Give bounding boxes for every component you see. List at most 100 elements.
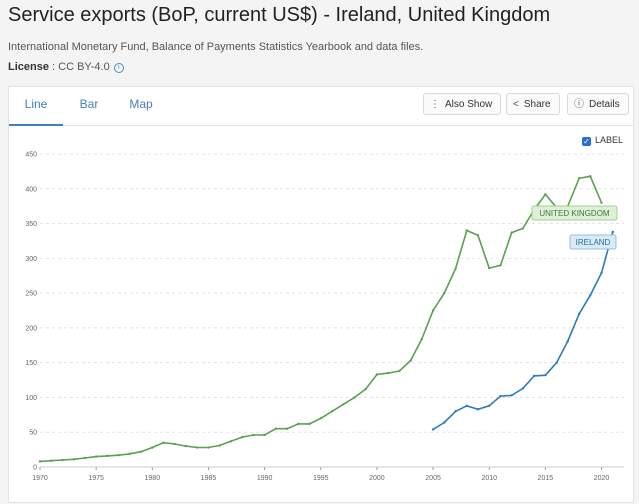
line-chart: 0 50 100 150 200 250 300 350 400 450 1970 1975 1980 1… [25,152,624,482]
data-point [94,455,98,458]
y-tick-label: 200 [25,325,37,332]
y-tick-label: 150 [25,360,37,367]
x-tick-label: 2000 [369,475,385,482]
y-tick-label: 0 [33,465,37,472]
data-point [510,394,513,397]
series-label: UNITED KINGDOM [539,209,610,218]
x-tick-label: 2020 [594,475,610,482]
data-point [252,433,255,437]
data-point [61,458,64,462]
data-point [488,266,491,270]
data-point [443,291,446,295]
data-point [454,410,457,413]
series-label-box [569,234,617,250]
label-toggle-text: LABEL [594,135,623,145]
data-point [544,193,547,196]
y-tick-label: 400 [25,186,37,193]
data-point [218,444,221,447]
data-point [106,454,109,458]
share-label: Share [523,99,551,110]
data-point [577,177,581,180]
y-tick-label: 450 [25,152,37,159]
share-button[interactable]: < Share [506,93,560,115]
x-tick-label: 2010 [481,475,497,482]
info-circle-icon: ⓘ [574,99,584,110]
also-show-label: Also Show [445,99,493,110]
tab-map[interactable]: Map [129,97,153,111]
page-title: Service exports (BoP, current US$) - Ire… [8,4,551,26]
x-tick-label: 1980 [145,475,161,482]
data-point [297,422,300,426]
data-point [521,387,525,390]
info-icon[interactable]: i [113,63,124,73]
series-label: IRELAND [576,238,611,247]
data-point [398,369,401,373]
license-row: License : CC BY-4.0 i [8,61,124,73]
more-vertical-icon: ⋮ [430,99,440,110]
y-tick-label: 50 [29,430,37,437]
data-point [600,271,603,275]
data-point [364,387,367,391]
data-point [72,458,75,461]
data-point [173,442,176,446]
chart-tabs: Line Bar Map ⋮ Also Show < Share ⓘ Details [9,87,633,126]
series-label-box [531,205,618,221]
data-point [263,433,266,437]
data-point [589,293,592,297]
data-point [409,359,412,362]
x-tick-label: 2005 [425,475,441,482]
data-point [330,410,334,413]
data-point [577,312,581,316]
data-point [510,231,513,234]
data-point [184,444,188,448]
x-tick-label: 1970 [32,475,48,482]
details-label: Details [589,99,620,110]
details-button[interactable]: ⓘ Details [567,93,629,115]
x-tick-label: 1995 [313,475,329,482]
data-point [151,446,154,449]
data-point [375,373,379,376]
data-point [319,417,322,420]
source-text: International Monetary Fund, Balance of … [8,41,424,53]
license-value: : CC BY-4.0 [52,61,110,73]
data-point [196,446,199,449]
data-point [50,459,53,462]
data-point [532,374,536,378]
data-point [342,403,345,406]
data-point [465,404,468,407]
x-tick-label: 1975 [88,475,104,482]
data-point [499,394,502,398]
y-tick-label: 100 [25,395,37,402]
data-point [83,456,87,460]
y-tick-label: 250 [25,291,37,298]
chart-panel: Line Bar Map ⋮ Also Show < Share ⓘ Details … [8,86,634,503]
data-point [566,339,570,343]
data-point [476,408,480,411]
data-point [454,267,457,270]
data-point [162,441,165,444]
data-point [420,337,424,341]
data-point [386,371,390,375]
series-line-ireland [432,231,614,431]
data-point [117,453,120,457]
data-point [431,428,435,431]
also-show-button[interactable]: ⋮ Also Show [423,93,502,115]
data-point [38,460,42,463]
data-point [229,440,233,443]
data-point [476,234,480,237]
data-point [555,361,558,364]
data-point [207,446,210,449]
data-point [128,452,132,455]
data-point [544,373,547,377]
license-label: License [8,61,49,73]
label-toggle[interactable]: ✓ LABEL [581,135,623,146]
data-point [521,227,525,230]
tab-bar[interactable]: Bar [79,97,99,111]
x-tick-label: 1985 [201,475,217,482]
tab-line[interactable]: Line [9,87,63,126]
data-point [465,229,468,232]
checkbox-checked-icon[interactable]: ✓ [581,137,591,146]
data-point [285,427,289,430]
data-point [499,264,502,267]
data-point [431,309,435,312]
